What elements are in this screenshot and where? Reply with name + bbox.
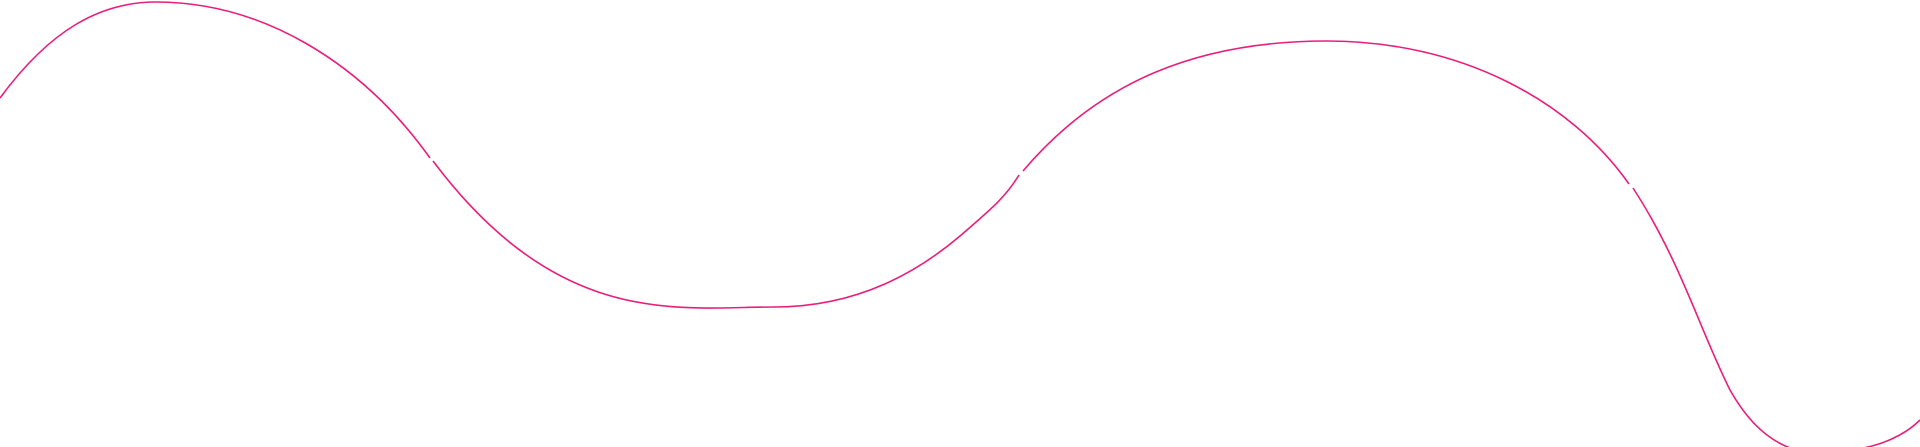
wave-segment-3 xyxy=(1022,40,1630,185)
wave-segment-2 xyxy=(432,160,1020,309)
wave-segment-4 xyxy=(1632,187,1920,447)
wave-segment-1 xyxy=(0,1,431,159)
